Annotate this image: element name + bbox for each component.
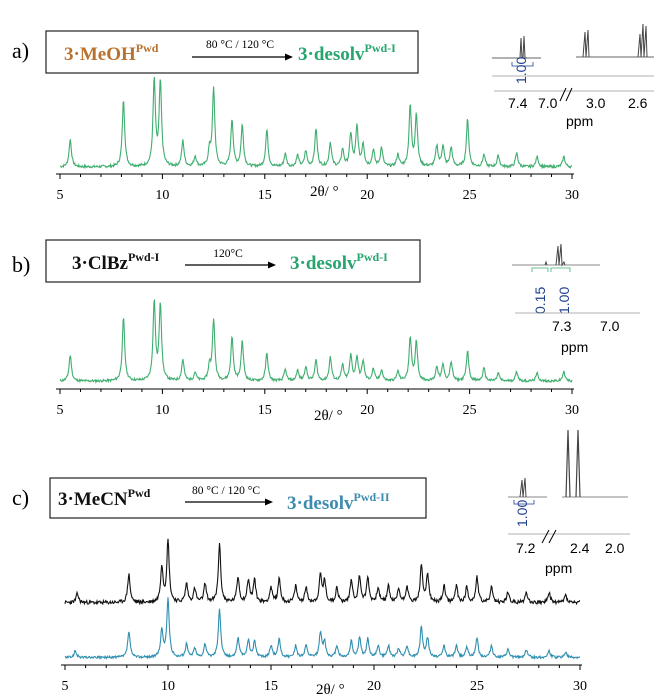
- reactant-a: 3·MeOHPwd: [64, 41, 159, 65]
- nmr-c-peak-24: [565, 429, 581, 498]
- tick-label-a: 15: [258, 188, 272, 203]
- nmr-b-xlabel: ppm: [561, 339, 588, 355]
- nmr-c-tick-72: 7.2: [516, 540, 536, 556]
- reaction-box-a: [45, 30, 419, 74]
- nmr-b-integral-1: 0.15: [532, 287, 548, 314]
- arrow-head-a: [285, 53, 293, 61]
- nmr-c-tick-20: 2.0: [605, 540, 625, 556]
- reaction-box-b: [45, 239, 421, 283]
- arrow-head-c: [265, 498, 273, 506]
- product-c-sup: Pwd-II: [354, 490, 390, 504]
- nmr-b-integral-2: 1.00: [556, 287, 572, 314]
- tick-label-a: 20: [360, 188, 374, 203]
- nmr-inset-a: 1.00 7.4 7.0 3.0 2.6 ppm: [492, 23, 654, 129]
- pxrd-plot-a: 5 10 15 20 25 30 2θ/ °: [56, 76, 579, 203]
- tick-label-b: 15: [258, 403, 272, 418]
- nmr-b-tick-73: 7.3: [552, 318, 572, 334]
- panel-label-a: a): [12, 38, 29, 63]
- nmr-a-tick-74: 7.4: [508, 95, 528, 111]
- nmr-c-tick-24: 2.4: [570, 540, 590, 556]
- nmr-a-integral-bracket: [511, 62, 534, 67]
- pxrd-plot-c: 5 10 15 20 25 30 2θ/ °: [61, 538, 587, 698]
- nmr-a-integral: 1.00: [513, 57, 529, 84]
- pxrd-trace-c-2: [64, 597, 581, 660]
- pxrd-trace-a-1: [59, 76, 573, 170]
- nmr-b-peaks: [544, 243, 566, 267]
- nmr-c-peak-aromatic: [519, 477, 527, 498]
- tick-label-b: 10: [155, 403, 169, 418]
- nmr-a-xlabel: ppm: [566, 113, 593, 129]
- panel-label-c: c): [12, 485, 29, 510]
- nmr-b-integral-bracket: [531, 267, 571, 272]
- reaction-box-c: [49, 477, 427, 519]
- nmr-a-axis-break: [559, 87, 573, 102]
- tick-label-b: 20: [360, 403, 374, 418]
- tick-label-c: 10: [161, 679, 175, 694]
- nmr-a-tick-70: 7.0: [538, 95, 558, 111]
- nmr-b-tick-70: 7.0: [600, 318, 620, 334]
- nmr-c-integral-bracket: [513, 500, 535, 505]
- panel-c: c) 3·MeCNPwd 80 °C / 120 °C 3·desolvPwd-…: [12, 429, 630, 698]
- reactant-c-text: 3·MeCN: [58, 489, 128, 510]
- product-c-text: 3·desolv: [287, 493, 354, 514]
- reactant-a-sup: Pwd: [136, 41, 159, 55]
- tick-label-b: 25: [463, 403, 477, 418]
- nmr-c-xlabel: ppm: [545, 560, 572, 576]
- panel-label-b: b): [12, 252, 30, 277]
- product-a-text: 3·desolv: [298, 44, 365, 65]
- x-axis-label-a: 2θ/ °: [310, 184, 339, 200]
- tick-label-c: 15: [264, 679, 278, 694]
- nmr-a-tick-30: 3.0: [586, 95, 606, 111]
- product-a-sup: Pwd-I: [365, 41, 397, 55]
- arrow-head-b: [268, 261, 276, 269]
- panel-a: a) 3·MeOHPwd 80 °C / 120 °C 3·desolvPwd-…: [12, 23, 654, 203]
- tick-label-b: 30: [565, 403, 579, 418]
- pxrd-trace-c-1: [64, 538, 581, 606]
- reactant-c-sup: Pwd: [128, 486, 151, 500]
- product-b-text: 3·desolv: [290, 253, 357, 274]
- product-c: 3·desolvPwd-II: [287, 490, 390, 514]
- reactant-a-text: 3·MeOH: [64, 44, 136, 65]
- reactant-c: 3·MeCNPwd: [58, 486, 151, 510]
- nmr-a-peak-26: [637, 23, 648, 58]
- product-b-sup: Pwd-I: [357, 250, 389, 264]
- nmr-a-peak-aromatic: [518, 35, 527, 59]
- x-axis-label-c: 2θ/ °: [316, 682, 345, 698]
- reactant-b: 3·ClBzPwd-I: [72, 250, 160, 274]
- tick-label-c: 5: [62, 679, 69, 694]
- tick-label-a: 10: [155, 188, 169, 203]
- reactant-b-sup: Pwd-I: [128, 250, 160, 264]
- reactant-b-text: 3·ClBz: [72, 253, 129, 274]
- tick-label-a: 25: [463, 188, 477, 203]
- tick-label-c: 30: [573, 679, 587, 694]
- panel-b: b) 3·ClBzPwd-I 120°C 3·desolvPwd-I 5 10 15…: [12, 239, 640, 424]
- product-b: 3·desolvPwd-I: [290, 250, 388, 274]
- nmr-c-integral: 1.00: [514, 500, 530, 527]
- pxrd-trace-b-1: [59, 299, 573, 384]
- tick-label-a: 30: [565, 188, 579, 203]
- tick-label-a: 5: [57, 188, 64, 203]
- nmr-a-tick-26: 2.6: [628, 95, 648, 111]
- tick-label-b: 5: [57, 403, 64, 418]
- tick-label-c: 25: [470, 679, 484, 694]
- condition-a: 80 °C / 120 °C: [206, 39, 274, 51]
- product-a: 3·desolvPwd-I: [298, 41, 396, 65]
- nmr-inset-c: 1.00 7.2 2.4 2.0 ppm: [508, 429, 630, 576]
- nmr-a-peak-3: [582, 29, 590, 58]
- x-axis-label-b: 2θ/ °: [314, 408, 343, 424]
- nmr-inset-b: 0.15 1.00 7.3 7.0 ppm: [512, 243, 640, 355]
- condition-c: 80 °C / 120 °C: [192, 485, 260, 497]
- condition-b: 120°C: [213, 248, 243, 260]
- tick-label-c: 20: [367, 679, 381, 694]
- nmr-c-axis-break: [541, 529, 557, 544]
- pxrd-plot-b: 5 10 15 20 25 30 2θ/ °: [56, 299, 579, 424]
